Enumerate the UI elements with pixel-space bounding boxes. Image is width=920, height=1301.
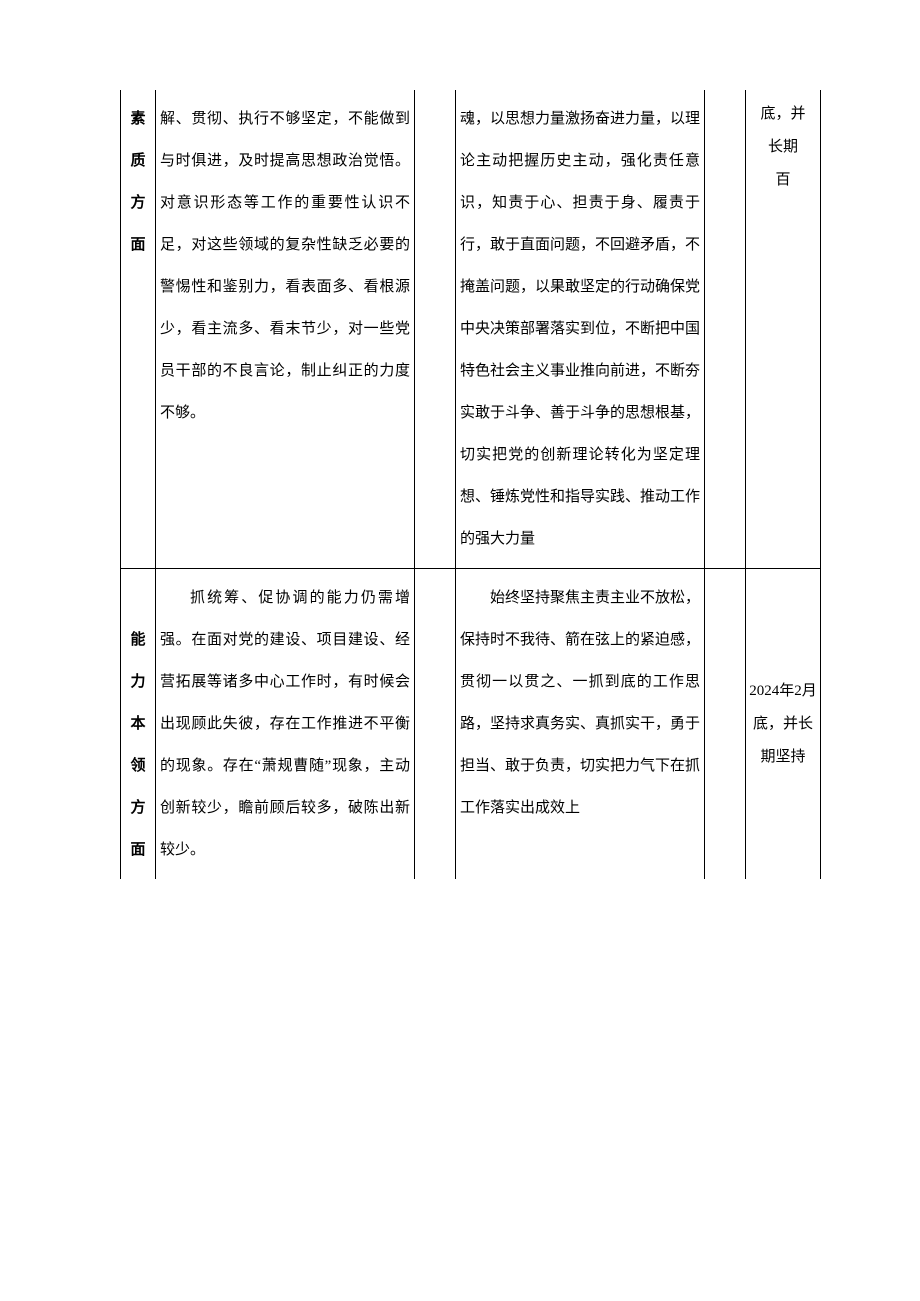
measure-text: 始终坚持聚焦主责主业不放松，保持时不我待、箭在弦上的紧迫感，贯彻一以贯之、一抓到… <box>460 577 700 829</box>
measure-text: 魂，以思想力量激扬奋进力量，以理论主动把握历史主动，强化责任意识，知责于心、担责… <box>460 111 700 547</box>
deadline-text: 2024年2月底，并长期坚持 <box>749 683 817 765</box>
deadline-line: 长期 <box>748 131 818 164</box>
category-cell-quality: 素 质 方 面 <box>121 90 156 569</box>
problem-cell: 解、贯彻、执行不够坚定，不能做到与时俱进，及时提高思想政治觉悟。对意识形态等工作… <box>156 90 415 569</box>
category-char: 面 <box>121 224 155 266</box>
problem-text: 解、贯彻、执行不够坚定，不能做到与时俱进，及时提高思想政治觉悟。对意识形态等工作… <box>160 111 410 421</box>
category-char: 素 <box>121 98 155 140</box>
category-char: 本 <box>121 703 155 745</box>
category-char: 能 <box>121 619 155 661</box>
problem-rectification-table: 素 质 方 面 解、贯彻、执行不够坚定，不能做到与时俱进，及时提高思想政治觉悟。… <box>120 90 821 879</box>
category-cell-ability: 能 力 本 领 方 面 <box>121 569 156 880</box>
table-row: 能 力 本 领 方 面 抓统筹、促协调的能力仍需增强。在面对党的建设、项目建设、… <box>121 569 821 880</box>
category-char: 领 <box>121 745 155 787</box>
table-row: 素 质 方 面 解、贯彻、执行不够坚定，不能做到与时俱进，及时提高思想政治觉悟。… <box>121 90 821 569</box>
category-char: 方 <box>121 182 155 224</box>
problem-cell: 抓统筹、促协调的能力仍需增强。在面对党的建设、项目建设、经营拓展等诸多中心工作时… <box>156 569 415 880</box>
spacer-cell <box>705 569 746 880</box>
problem-text: 抓统筹、促协调的能力仍需增强。在面对党的建设、项目建设、经营拓展等诸多中心工作时… <box>160 577 410 871</box>
document-page: 素 质 方 面 解、贯彻、执行不够坚定，不能做到与时俱进，及时提高思想政治觉悟。… <box>0 0 920 939</box>
spacer-cell <box>415 569 456 880</box>
spacer-cell <box>705 90 746 569</box>
measure-cell: 始终坚持聚焦主责主业不放松，保持时不我待、箭在弦上的紧迫感，贯彻一以贯之、一抓到… <box>456 569 705 880</box>
deadline-cell: 底，并 长期 百 <box>746 90 821 569</box>
deadline-line: 底，并 <box>748 98 818 131</box>
category-char: 面 <box>121 829 155 871</box>
measure-cell: 魂，以思想力量激扬奋进力量，以理论主动把握历史主动，强化责任意识，知责于心、担责… <box>456 90 705 569</box>
spacer-cell <box>415 90 456 569</box>
category-char: 方 <box>121 787 155 829</box>
category-char: 力 <box>121 661 155 703</box>
deadline-cell: 2024年2月底，并长期坚持 <box>746 569 821 880</box>
deadline-line: 百 <box>748 164 818 197</box>
category-char: 质 <box>121 140 155 182</box>
